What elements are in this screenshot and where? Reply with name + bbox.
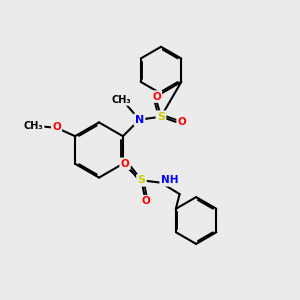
Text: O: O bbox=[52, 122, 61, 132]
Text: O: O bbox=[178, 117, 186, 127]
Text: CH₃: CH₃ bbox=[24, 121, 43, 131]
Text: S: S bbox=[157, 112, 165, 122]
Text: O: O bbox=[121, 159, 129, 169]
Text: O: O bbox=[152, 92, 161, 102]
Text: NH: NH bbox=[161, 175, 178, 185]
Text: S: S bbox=[137, 175, 146, 185]
Text: CH₃: CH₃ bbox=[112, 94, 131, 105]
Text: N: N bbox=[135, 115, 144, 125]
Text: O: O bbox=[142, 196, 150, 206]
